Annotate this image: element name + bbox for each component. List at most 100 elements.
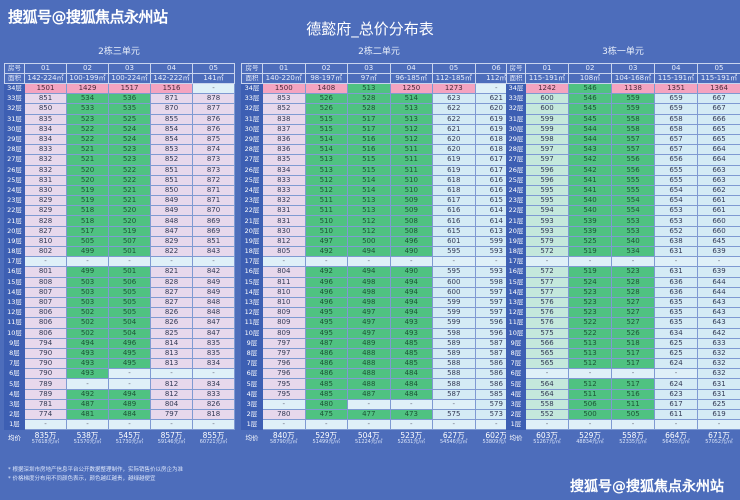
price-cell: 494 — [66, 337, 109, 349]
price-cell: 849 — [150, 195, 193, 207]
floor-label: 29层 — [4, 133, 25, 146]
floor-label: 23层 — [241, 195, 263, 207]
room-number-cell: 01 — [262, 63, 306, 74]
floor-label: 17层 — [506, 256, 526, 268]
average-unit-price: 60721元/㎡ — [199, 438, 228, 445]
price-cell: 527 — [611, 317, 655, 329]
price-cell: 790 — [24, 368, 67, 380]
price-cell: 657 — [654, 144, 698, 156]
floor-row: 6层 796 486 488 484 588 586 — [241, 368, 518, 380]
price-cell: 809 — [262, 317, 306, 329]
floor-label: 29层 — [506, 133, 526, 146]
price-cell: 645 — [697, 235, 740, 248]
price-cell: 526 — [304, 93, 348, 105]
floor-row: 31层 599 545 558 658 666 — [506, 113, 740, 125]
price-cell: 513 — [568, 337, 612, 349]
unit-area-cell: 98-197㎡ — [304, 73, 348, 84]
price-cell: 486 — [304, 368, 348, 380]
price-cell: 576 — [525, 307, 569, 319]
price-cell: 523 — [611, 266, 655, 278]
price-cell: 514 — [304, 133, 348, 146]
floor-row: 23层 595 540 554 654 661 — [506, 195, 740, 207]
floor-label: 13层 — [506, 296, 526, 309]
unit-area-cell: 140-220㎡ — [262, 73, 306, 84]
price-cell: 625 — [654, 337, 698, 349]
price-cell: - — [697, 256, 740, 268]
price-cell: 593 — [525, 225, 569, 237]
price-cell: 587 — [432, 388, 476, 400]
price-cell: 662 — [697, 184, 740, 197]
price-cell: 595 — [432, 266, 476, 278]
price-cell: 616 — [432, 215, 476, 227]
price-cell: 558 — [525, 398, 569, 411]
floor-row: 15层 577 524 528 636 644 — [506, 276, 740, 288]
price-cell: 540 — [568, 205, 612, 217]
price-cell: 636 — [654, 276, 698, 288]
price-cell: 500 — [568, 408, 612, 421]
price-cell: 541 — [568, 174, 612, 186]
price-cell: 807 — [24, 296, 67, 309]
floor-label: 16层 — [241, 266, 263, 278]
average-cell: 835万 57618元/㎡ — [24, 429, 67, 449]
price-cell: - — [262, 419, 306, 431]
floor-label: 5层 — [4, 378, 25, 390]
price-cell: 514 — [304, 144, 348, 156]
floor-label: 18层 — [241, 245, 263, 258]
price-cell: 848 — [192, 307, 235, 319]
floor-row: 13层 807 503 505 827 848 — [4, 296, 235, 309]
floor-label: 20层 — [506, 225, 526, 237]
floor-row: 19层 810 505 507 829 851 — [4, 235, 235, 248]
price-cell: 514 — [389, 93, 433, 105]
room-number-cell: 01 — [24, 63, 67, 74]
average-total: 840万 — [272, 430, 295, 440]
floor-row: 2层 774 481 484 797 818 — [4, 408, 235, 421]
price-cell: 599 — [432, 317, 476, 329]
price-cell: 653 — [654, 205, 698, 217]
price-cell: 812 — [262, 235, 306, 248]
price-cell: - — [568, 256, 612, 268]
floor-label: 26层 — [506, 164, 526, 176]
price-cell: 503 — [66, 296, 109, 309]
price-cell: 490 — [389, 245, 433, 258]
price-cell: 527 — [611, 296, 655, 309]
floor-label: 7层 — [4, 358, 25, 370]
floor-label: 20层 — [4, 225, 25, 237]
row-label: 房号 — [241, 63, 263, 74]
price-cell: 524 — [108, 123, 151, 135]
price-cell: 619 — [432, 154, 476, 166]
price-cell: - — [525, 256, 569, 268]
price-cell: 511 — [568, 388, 612, 400]
row-label: 面积 — [506, 73, 526, 84]
price-cell: 812 — [150, 388, 193, 400]
floor-row: 34层 1500 1408 513 1250 1273- — [241, 82, 518, 95]
price-cell: 504 — [108, 327, 151, 339]
price-cell: 821 — [150, 266, 193, 278]
floor-label: 34层 — [506, 82, 526, 95]
price-cell: 505 — [108, 307, 151, 319]
price-cell: 555 — [611, 184, 655, 197]
floor-row: 4层 795 485 487 484 587 585 — [241, 388, 518, 400]
price-cell: 848 — [150, 215, 193, 227]
price-cell: 835 — [192, 337, 235, 349]
price-cell: 497 — [347, 317, 391, 329]
price-cell: - — [432, 419, 476, 431]
room-number-cell: 04 — [389, 63, 433, 74]
header-row: 房号 01 02 03 04 05 — [506, 63, 740, 74]
floor-row: 8层 565 513 517 625 632 — [506, 347, 740, 360]
price-cell: 595 — [432, 245, 476, 258]
price-cell: 658 — [654, 113, 698, 125]
floor-label: 5层 — [506, 378, 526, 390]
floor-row: 19层 812 497 500 496 601 599 — [241, 235, 518, 248]
price-cell: 600 — [432, 276, 476, 288]
price-cell: 512 — [347, 225, 391, 237]
floor-row: 17层 - - - - - — [506, 256, 740, 268]
price-cell: 836 — [262, 133, 306, 146]
floor-label: 28层 — [506, 144, 526, 156]
price-cell: 838 — [262, 113, 306, 125]
unit-area-cell: 141㎡ — [192, 73, 235, 84]
price-cell: 522 — [108, 164, 151, 176]
price-cell: 484 — [389, 378, 433, 390]
floor-row: 7层 790 493 495 813 834 — [4, 358, 235, 370]
price-cell: 524 — [108, 133, 151, 146]
price-cell: 639 — [697, 266, 740, 278]
